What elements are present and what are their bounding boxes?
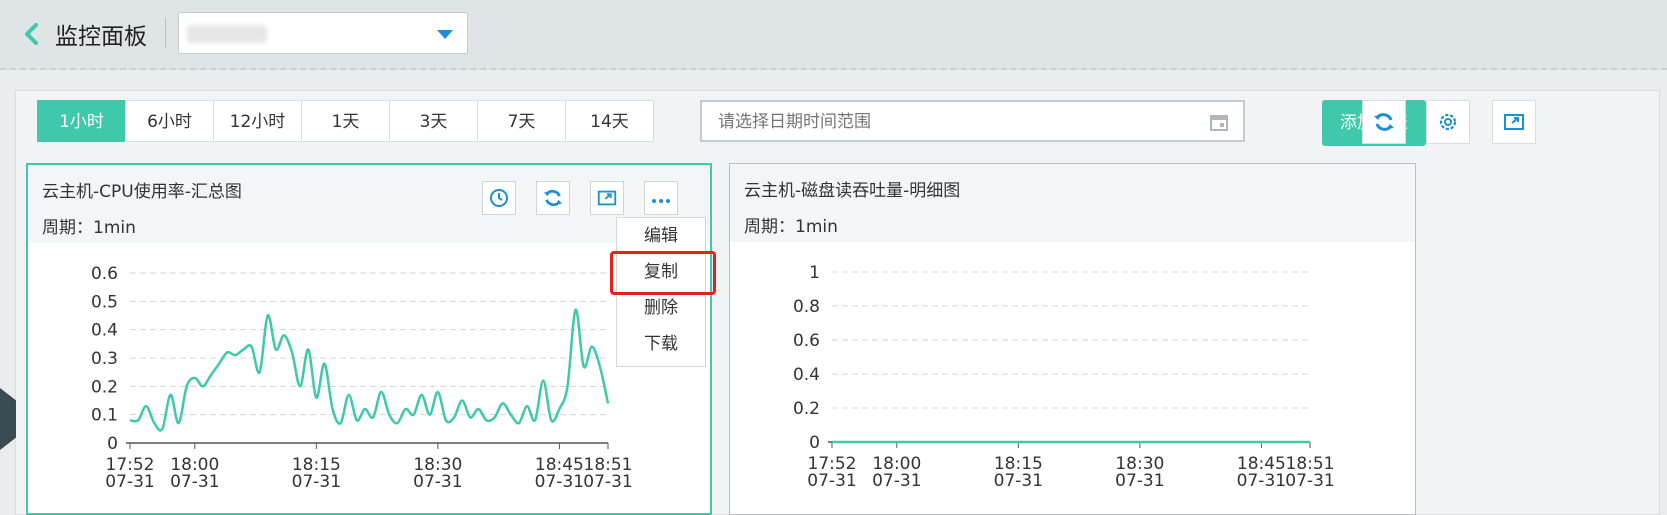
y-tick-label: 0.3 [91,349,118,369]
y-tick-label: 0.1 [91,406,118,426]
y-tick-label: 0 [809,433,820,453]
title-divider [165,18,166,48]
expand-icon [597,190,617,206]
y-tick-label: 0.4 [793,365,820,385]
x-tick-time: 17:52 [106,455,155,475]
tab-14-days[interactable]: 14天 [565,100,654,142]
expand-icon [1504,114,1524,130]
x-tick-date: 07-31 [105,472,154,492]
highlight-box [610,251,716,295]
x-tick-time: 18:15 [292,455,341,475]
menu-item-delete[interactable]: 删除 [644,298,678,318]
redacted-instance-name [187,25,267,43]
settings-button[interactable] [1426,100,1470,144]
x-tick-time: 18:15 [994,454,1043,474]
chart-period: 周期：1min [42,218,136,238]
tab-3-days[interactable]: 3天 [389,100,478,142]
side-panel-handle[interactable] [0,388,16,450]
y-tick-label: 0 [107,434,118,454]
page-title: 监控面板 [55,24,147,50]
chart-period: 周期：1min [744,217,838,237]
x-tick-time: 18:51 [1286,454,1335,474]
x-tick-date: 07-31 [994,471,1043,491]
more-icon [652,199,670,203]
time-range-tabs: 1小时 6小时 12小时 1天 3天 7天 14天 [37,100,654,142]
y-tick-label: 0.6 [793,331,820,351]
x-tick-time: 18:51 [584,455,633,475]
y-tick-label: 0.6 [91,264,118,284]
clock-icon [490,189,508,207]
chevron-left-icon[interactable] [22,22,42,46]
x-tick-time: 18:00 [872,454,921,474]
y-tick-label: 0.2 [91,377,118,397]
x-tick-date: 07-31 [170,472,219,492]
y-tick-label: 0.4 [91,321,118,341]
x-tick-time: 18:45 [535,455,584,475]
calendar-icon[interactable] [1209,112,1229,132]
x-tick-date: 07-31 [583,472,632,492]
disk-read-chart: 00.20.40.60.8117:5207-3118:0007-3118:150… [793,263,1335,491]
card-time-button[interactable] [482,181,516,215]
x-tick-date: 07-31 [872,471,921,491]
x-tick-time: 18:30 [1115,454,1164,474]
card-header: 云主机-磁盘读吞吐量-明细图 周期：1min [730,164,1415,242]
chart-card-cpu: 云主机-CPU使用率-汇总图 周期：1min [26,163,712,515]
x-tick-time: 18:00 [170,455,219,475]
gear-icon [1439,113,1457,131]
refresh-button[interactable] [1362,100,1406,144]
x-tick-time: 17:52 [808,454,857,474]
x-tick-date: 07-31 [807,471,856,491]
menu-item-download[interactable]: 下载 [644,334,678,354]
card-header: 云主机-CPU使用率-汇总图 周期：1min [28,165,710,243]
x-tick-time: 18:45 [1237,454,1286,474]
tab-7-days[interactable]: 7天 [477,100,566,142]
tab-1-day[interactable]: 1天 [301,100,390,142]
x-tick-date: 07-31 [1115,471,1164,491]
y-tick-label: 0.8 [793,297,820,317]
tab-6-hours[interactable]: 6小时 [125,100,214,142]
date-range-input[interactable] [716,111,1200,133]
card-expand-button[interactable] [590,181,624,215]
chart-title: 云主机-磁盘读吞吐量-明细图 [744,181,961,201]
tab-1-hour[interactable]: 1小时 [37,100,126,142]
x-tick-date: 07-31 [413,472,462,492]
x-tick-date: 07-31 [535,472,584,492]
x-tick-time: 18:30 [413,455,462,475]
y-tick-label: 0.5 [91,292,118,312]
cpu-usage-chart: 00.10.20.30.40.50.617:5207-3118:0007-311… [91,264,633,492]
x-tick-date: 07-31 [1285,471,1334,491]
tab-12-hours[interactable]: 12小时 [213,100,302,142]
fullscreen-button[interactable] [1492,100,1536,144]
instance-select[interactable] [178,12,468,54]
card-more-button[interactable] [644,181,678,215]
x-tick-date: 07-31 [1237,471,1286,491]
chart-card-disk: 云主机-磁盘读吞吐量-明细图 周期：1min 0 0.2 0.4 0.6 0.8 1 17:… [729,163,1416,515]
date-range-picker[interactable] [700,100,1245,142]
chart-title: 云主机-CPU使用率-汇总图 [42,182,242,202]
top-bar: 监控面板 [0,0,1667,70]
refresh-icon [1374,113,1394,131]
series-line [129,308,610,432]
y-tick-label: 1 [809,263,820,283]
refresh-icon [543,189,563,207]
x-tick-date: 07-31 [292,472,341,492]
chevron-down-icon[interactable] [437,30,453,39]
y-tick-label: 0.2 [793,399,820,419]
menu-item-edit[interactable]: 编辑 [644,226,678,246]
card-refresh-button[interactable] [536,181,570,215]
menu-item-copy[interactable]: 复制 [644,262,678,282]
